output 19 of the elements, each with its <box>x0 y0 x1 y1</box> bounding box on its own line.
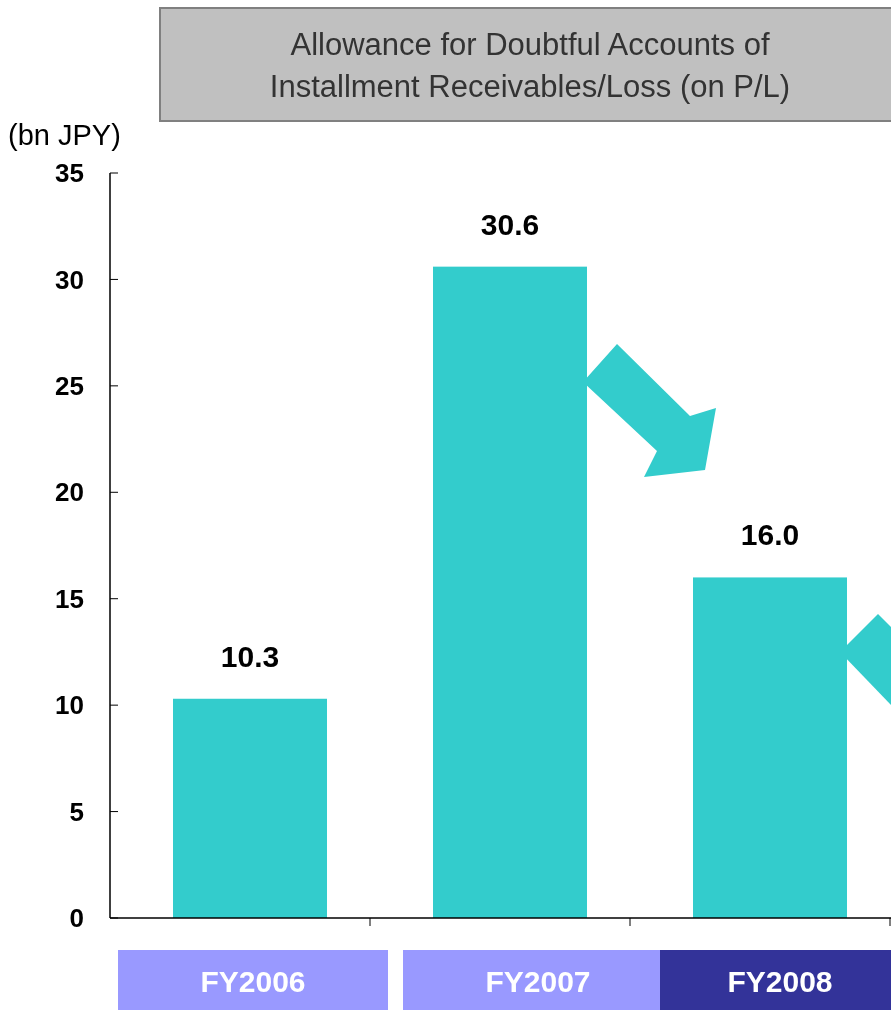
y-tick-label: 30 <box>55 264 84 295</box>
bar <box>173 698 327 918</box>
x-tick-label: FY2007 <box>485 965 591 998</box>
y-tick-label: 25 <box>55 370 84 401</box>
chart-title: Allowance for Doubtful Accounts of Installment Receivables/Loss (on P/L) <box>269 27 791 104</box>
data-label: 30.6 <box>480 207 540 241</box>
bar <box>433 266 587 918</box>
y-tick-label: 10 <box>55 690 84 721</box>
data-label: 10.3 <box>220 639 280 673</box>
bar <box>693 577 847 918</box>
y-tick-label: 5 <box>69 796 84 827</box>
data-label: 16.0 <box>740 518 800 552</box>
y-tick-label: 20 <box>55 477 84 508</box>
y-tick-label: 15 <box>55 583 84 614</box>
y-axis-title: (bn JPY) <box>8 119 121 151</box>
x-tick-label: FY2008 <box>727 965 833 998</box>
x-tick-label: FY2006 <box>200 965 306 998</box>
y-tick-label: 0 <box>69 903 84 934</box>
y-tick-label: 35 <box>55 158 84 189</box>
